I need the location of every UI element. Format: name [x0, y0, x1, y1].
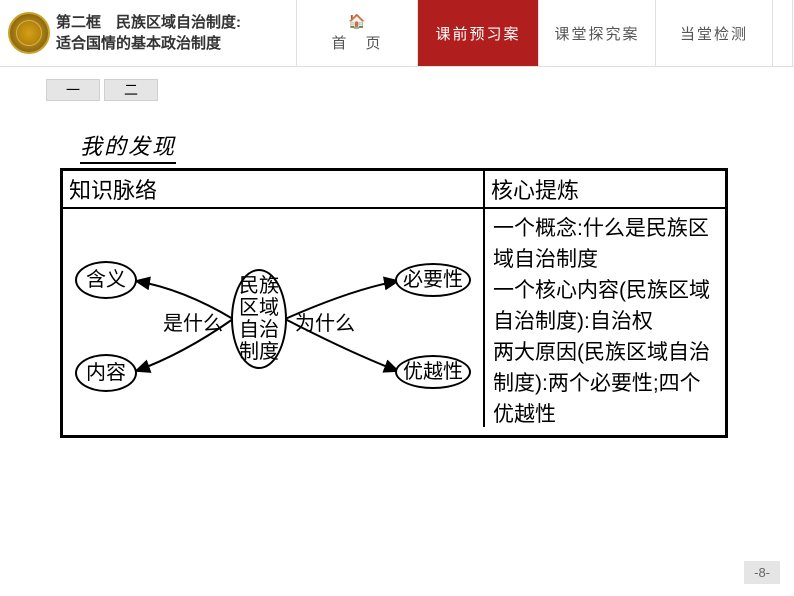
nav-spacer: [773, 0, 793, 66]
title-line-1: 第二框 民族区域自治制度:: [56, 14, 241, 31]
title-section: 第二框 民族区域自治制度: 适合国情的基本政治制度: [0, 0, 297, 66]
nav-home-label: 首 页: [331, 32, 382, 53]
nav-tab-preview[interactable]: 课前预习案: [418, 0, 539, 66]
summary-cell: 一个概念:什么是民族区域自治制度 一个核心内容(民族区域自治制度):自治权 两大…: [485, 209, 725, 435]
nav-tab-explore[interactable]: 课堂探究案: [539, 0, 656, 66]
node-meaning: 含义: [75, 261, 137, 299]
table-header: 知识脉络 核心提炼: [63, 171, 725, 209]
nav-home[interactable]: 🏠 首 页: [297, 0, 418, 66]
page-title: 第二框 民族区域自治制度: 适合国情的基本政治制度: [56, 12, 241, 54]
top-nav-bar: 第二框 民族区域自治制度: 适合国情的基本政治制度 🏠 首 页 课前预习案 课堂…: [0, 0, 794, 67]
col-header-right: 核心提炼: [485, 171, 725, 207]
col-header-left: 知识脉络: [63, 171, 485, 207]
nav-tab-test[interactable]: 当堂检测: [656, 0, 773, 66]
diagram-cell: 含义 内容 民族 区域 自治 制度 必要性 优越性 是什么 为什么: [63, 209, 485, 427]
sub-tab-two[interactable]: 二: [104, 79, 158, 101]
node-center: 民族 区域 自治 制度: [231, 269, 287, 369]
sub-tab-one[interactable]: 一: [46, 79, 100, 101]
node-content: 内容: [75, 354, 137, 392]
sub-tabs: 一 二: [46, 79, 794, 101]
node-necessity: 必要性: [395, 263, 471, 297]
seal-icon: [8, 12, 50, 54]
nav-tab-test-label: 当堂检测: [680, 23, 748, 44]
label-why: 为什么: [295, 307, 355, 336]
node-advantage: 优越性: [395, 355, 471, 389]
main-content: 我的发现 知识脉络 核心提炼 含义 内容: [0, 101, 794, 438]
section-heading: 我的发现: [80, 129, 176, 164]
page-number: -8-: [744, 561, 780, 584]
nav-tab-explore-label: 课堂探究案: [554, 23, 639, 44]
table-body: 含义 内容 民族 区域 自治 制度 必要性 优越性 是什么 为什么 一个概念:什…: [63, 209, 725, 435]
title-line-2: 适合国情的基本政治制度: [56, 35, 221, 52]
nav-tab-preview-label: 课前预习案: [435, 23, 520, 44]
knowledge-table: 知识脉络 核心提炼 含义 内容 民族 区域 自治 制度: [60, 168, 728, 438]
label-what: 是什么: [163, 307, 223, 336]
home-icon: 🏠: [348, 13, 365, 30]
